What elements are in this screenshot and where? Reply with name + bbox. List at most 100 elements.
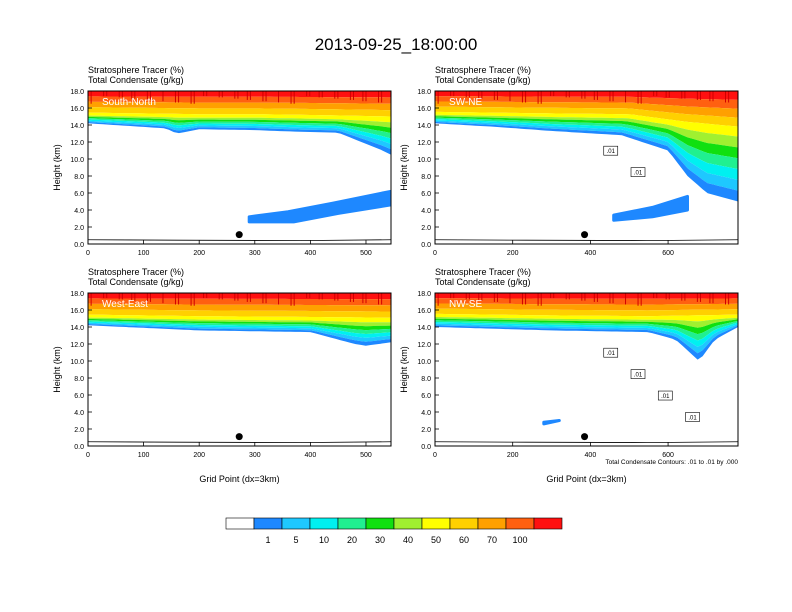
tracer-band-9 xyxy=(435,120,738,191)
colorbar-label: 70 xyxy=(487,535,497,545)
tracer-band-3 xyxy=(88,107,391,117)
y-axis-label: Height (km) xyxy=(52,346,62,393)
panel-title-condensate: Total Condensate (g/kg) xyxy=(435,75,531,85)
terrain-line xyxy=(435,239,738,242)
y-tick-label: 6.0 xyxy=(421,191,431,198)
x-tick-label: 0 xyxy=(433,250,437,257)
colorbar-swatch xyxy=(309,517,339,530)
colorbar-label: 30 xyxy=(375,535,385,545)
x-tick-label: 400 xyxy=(585,452,597,459)
contour-label: .01 xyxy=(661,394,670,400)
colorbar-label: 1 xyxy=(265,535,270,545)
y-tick-label: 16.0 xyxy=(417,308,431,315)
y-tick-label: 2.0 xyxy=(74,225,84,232)
colorbar-swatch xyxy=(281,517,311,530)
panel-frame xyxy=(434,90,739,245)
contour-label: .01 xyxy=(634,171,643,177)
colorbar-label: 40 xyxy=(403,535,413,545)
contour-label-box xyxy=(603,145,619,156)
tracer-band-8 xyxy=(435,322,738,347)
x-tick-label: 600 xyxy=(662,250,674,257)
tracer-band-6 xyxy=(435,116,738,159)
y-tick-label: 6.0 xyxy=(421,393,431,400)
tracer-band-6 xyxy=(88,318,391,331)
y-tick-label: 0.0 xyxy=(74,242,84,249)
tracer-band-7 xyxy=(435,320,738,341)
tracer-band-9 xyxy=(88,120,391,150)
colorbar-swatch xyxy=(225,517,255,530)
x-tick-label: 0 xyxy=(86,250,90,257)
y-tick-label: 2.0 xyxy=(74,427,84,434)
y-tick-label: 4.0 xyxy=(74,410,84,417)
y-tick-label: 16.0 xyxy=(70,308,84,315)
panel-title-tracer: Stratosphere Tracer (%) xyxy=(88,65,184,75)
x-tick-label: 200 xyxy=(193,250,205,257)
colorbar-swatch xyxy=(505,517,535,530)
y-tick-label: 2.0 xyxy=(421,427,431,434)
y-tick-label: 8.0 xyxy=(421,174,431,181)
x-axis-label: Grid Point (dx=3km) xyxy=(199,474,279,484)
y-tick-label: 12.0 xyxy=(70,140,84,147)
x-tick-label: 0 xyxy=(86,452,90,459)
x-tick-label: 200 xyxy=(507,250,519,257)
tracer-band-1 xyxy=(88,298,391,306)
location-marker xyxy=(581,433,589,441)
tracer-band-4 xyxy=(435,111,738,137)
y-tick-label: 4.0 xyxy=(421,410,431,417)
y-tick-label: 8.0 xyxy=(421,376,431,383)
y-tick-label: 12.0 xyxy=(417,140,431,147)
tracer-band-2 xyxy=(435,101,738,118)
panel-name: SW-NE xyxy=(449,97,482,108)
tracer-band-0 xyxy=(435,293,738,299)
tracer-band-2 xyxy=(88,303,391,312)
colorbar-swatch xyxy=(477,517,507,530)
tracer-band-1 xyxy=(88,96,391,104)
page-title: 2013-09-25_18:00:00 xyxy=(315,35,478,54)
tracer-band-1 xyxy=(435,96,738,109)
tracer-band-4 xyxy=(88,112,391,123)
tracer-band-5 xyxy=(435,114,738,148)
panel-body xyxy=(88,91,391,244)
panel-body: .01 .01 .01 .01 xyxy=(435,293,738,446)
panel-title-tracer: Stratosphere Tracer (%) xyxy=(435,267,531,277)
x-axis-label: Grid Point (dx=3km) xyxy=(546,474,626,484)
panel-title-condensate: Total Condensate (g/kg) xyxy=(88,277,184,287)
panel-frame xyxy=(87,90,392,245)
tracer-band-0 xyxy=(88,293,391,300)
contour-label: .01 xyxy=(688,415,697,421)
tracer-band-8 xyxy=(435,119,738,180)
y-tick-label: 10.0 xyxy=(417,359,431,366)
contour-label: .01 xyxy=(607,351,616,357)
panels: Stratosphere Tracer (%)Total Condensate … xyxy=(52,65,739,484)
x-tick-label: 600 xyxy=(662,452,674,459)
contour-label: .01 xyxy=(634,373,643,379)
tracer-band-8 xyxy=(88,119,391,144)
colorbar-swatch xyxy=(449,517,479,530)
y-tick-label: 14.0 xyxy=(70,325,84,332)
tracer-band-7 xyxy=(88,118,391,139)
location-marker xyxy=(235,231,243,239)
tracer-band-7 xyxy=(435,117,738,169)
panel-west-east: Stratosphere Tracer (%)Total Condensate … xyxy=(52,267,392,484)
colorbar: 1 5 10 20 30 40 50 60 70 100 xyxy=(225,517,563,545)
colorbar-label: 100 xyxy=(512,535,527,545)
y-tick-label: 16.0 xyxy=(70,106,84,113)
tracer-plume xyxy=(612,194,689,222)
y-tick-label: 4.0 xyxy=(421,208,431,215)
y-tick-label: 4.0 xyxy=(74,208,84,215)
tracer-band-3 xyxy=(88,309,391,318)
panel-title-tracer: Stratosphere Tracer (%) xyxy=(88,267,184,277)
x-tick-label: 100 xyxy=(138,250,150,257)
tracer-band-5 xyxy=(88,317,391,327)
y-tick-label: 10.0 xyxy=(70,359,84,366)
tracer-band-0 xyxy=(435,91,738,100)
y-tick-label: 14.0 xyxy=(417,325,431,332)
colorbar-label: 60 xyxy=(459,535,469,545)
tracer-band-4 xyxy=(88,314,391,323)
tracer-band-2 xyxy=(88,101,391,111)
y-tick-label: 12.0 xyxy=(70,342,84,349)
panel-name: West-East xyxy=(102,299,148,310)
colorbar-swatch xyxy=(421,517,451,530)
y-tick-label: 10.0 xyxy=(417,157,431,164)
panel-south-north: Stratosphere Tracer (%)Total Condensate … xyxy=(52,65,392,257)
